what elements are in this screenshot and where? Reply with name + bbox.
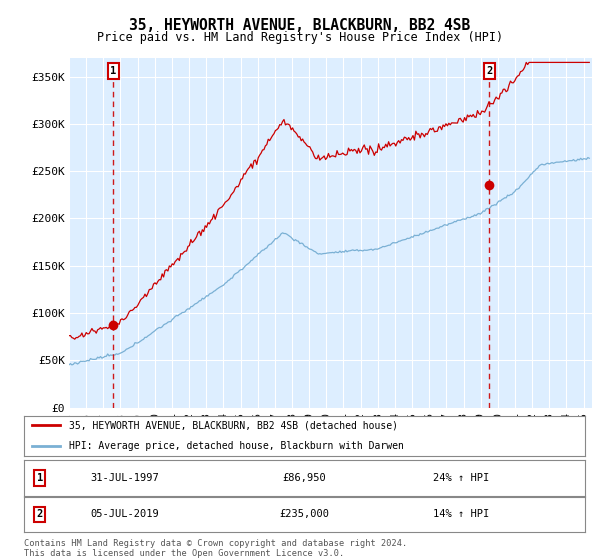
Text: 35, HEYWORTH AVENUE, BLACKBURN, BB2 4SB (detached house): 35, HEYWORTH AVENUE, BLACKBURN, BB2 4SB … bbox=[69, 421, 398, 430]
Text: 24% ↑ HPI: 24% ↑ HPI bbox=[433, 473, 490, 483]
Text: 35, HEYWORTH AVENUE, BLACKBURN, BB2 4SB: 35, HEYWORTH AVENUE, BLACKBURN, BB2 4SB bbox=[130, 18, 470, 34]
Text: 1: 1 bbox=[110, 66, 116, 76]
Text: Price paid vs. HM Land Registry's House Price Index (HPI): Price paid vs. HM Land Registry's House … bbox=[97, 31, 503, 44]
Text: Contains HM Land Registry data © Crown copyright and database right 2024.
This d: Contains HM Land Registry data © Crown c… bbox=[24, 539, 407, 558]
Text: 1: 1 bbox=[37, 473, 43, 483]
Text: HPI: Average price, detached house, Blackburn with Darwen: HPI: Average price, detached house, Blac… bbox=[69, 441, 404, 451]
Text: £86,950: £86,950 bbox=[283, 473, 326, 483]
Text: 2: 2 bbox=[487, 66, 493, 76]
Text: 31-JUL-1997: 31-JUL-1997 bbox=[91, 473, 160, 483]
Text: 14% ↑ HPI: 14% ↑ HPI bbox=[433, 510, 490, 519]
Text: 2: 2 bbox=[37, 510, 43, 519]
Text: 05-JUL-2019: 05-JUL-2019 bbox=[91, 510, 160, 519]
Text: £235,000: £235,000 bbox=[280, 510, 329, 519]
